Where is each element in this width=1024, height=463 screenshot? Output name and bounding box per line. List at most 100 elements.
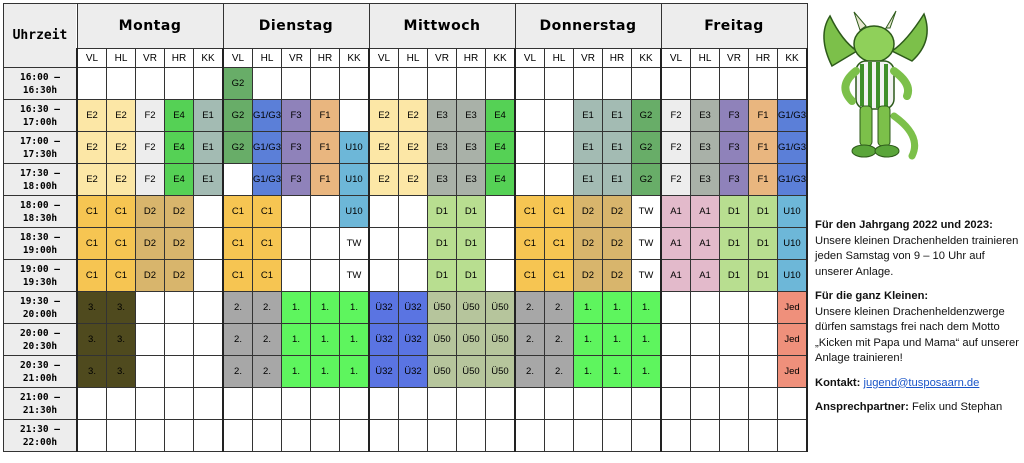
slot: F1 [310,99,340,132]
time-cell: 18:30 –19:00h [3,227,78,260]
time-label: 21:00h [22,372,58,384]
time-cell: 16:30 –17:00h [3,99,78,132]
empty-slot [573,67,603,100]
slot: E1 [602,163,632,196]
time-label: 17:00 – [19,135,61,147]
slot: F2 [135,163,165,196]
time-label: 18:30 – [19,231,61,243]
empty-slot [193,323,224,356]
empty-slot [310,419,340,452]
slot: C1 [106,227,136,260]
info-heading: Für den Jahrgang 2022 und 2023: [815,219,993,231]
empty-slot [164,291,194,324]
empty-slot [427,419,457,452]
column-header: KK [631,48,662,68]
empty-slot [193,355,224,388]
slot: 1. [602,291,632,324]
slot: F1 [310,163,340,196]
slot: E4 [485,99,516,132]
slot: G2 [631,99,662,132]
empty-slot [339,419,370,452]
slot: 3. [76,323,107,356]
slot: 3. [106,355,136,388]
slot: C1 [514,259,545,292]
time-label: 18:00h [22,180,58,192]
empty-slot [368,387,399,420]
slot: 1. [310,291,340,324]
slot: C1 [222,259,253,292]
slot: D1 [427,227,457,260]
contact-email[interactable]: jugend@tusposaarn.de [863,376,980,389]
time-label: 18:30h [22,212,58,224]
column-header: VL [76,48,107,68]
slot: E4 [164,131,194,164]
slot: 2. [514,291,545,324]
slot: G1/G3 [777,163,808,196]
empty-slot [660,323,691,356]
empty-slot [398,227,428,260]
empty-slot [281,195,311,228]
slot: A1 [690,227,720,260]
empty-slot [76,67,107,100]
persons-label: Ansprechpartner: [815,401,909,413]
empty-slot [106,67,136,100]
slot: D2 [164,195,194,228]
slot: D1 [748,259,778,292]
slot: U10 [777,259,808,292]
empty-slot [281,227,311,260]
slot: F3 [719,131,749,164]
slot: U10 [777,227,808,260]
empty-slot [310,67,340,100]
slot: C1 [106,259,136,292]
empty-slot [485,387,516,420]
slot: C1 [106,195,136,228]
empty-slot [485,259,516,292]
slot: D2 [602,195,632,228]
slot: F1 [748,99,778,132]
slot: F2 [135,131,165,164]
slot: C1 [252,227,282,260]
slot: E2 [106,131,136,164]
time-cell: 16:00 –16:30h [3,67,78,100]
slot: 2. [252,355,282,388]
slot: Ü32 [368,355,399,388]
time-row: 20:00 –20:30h 3. 3. 2. 2. 1. 1. 1. Ü32 Ü32 Ü50 Ü50 Ü… [3,323,808,356]
empty-slot [398,387,428,420]
empty-slot [485,419,516,452]
slot: Jed [777,323,808,356]
empty-slot [398,195,428,228]
column-header: VL [222,48,253,68]
slot: 2. [544,323,574,356]
empty-slot [368,67,399,100]
slot: 3. [106,291,136,324]
time-cell: 18:00 –18:30h [3,195,78,228]
time-label: 20:30h [22,340,58,352]
time-cell: 19:00 –19:30h [3,259,78,292]
slot: 1. [573,355,603,388]
column-header: VL [368,48,399,68]
empty-slot [252,387,282,420]
day-header: Mittwoch [368,3,516,49]
empty-slot [719,419,749,452]
column-header: HR [164,48,194,68]
slot: 1. [573,291,603,324]
day-header: Donnerstag [514,3,662,49]
empty-slot [514,419,545,452]
time-label: 20:00h [22,308,58,320]
slot: E1 [602,131,632,164]
empty-slot [690,387,720,420]
empty-slot [573,387,603,420]
time-label: 20:30 – [19,359,61,371]
slot: F3 [719,163,749,196]
empty-slot [193,195,224,228]
time-cell: 20:00 –20:30h [3,323,78,356]
slot: D1 [456,195,486,228]
slot: 1. [631,323,662,356]
slot: D1 [719,259,749,292]
slot: U10 [339,163,370,196]
slot: E4 [164,163,194,196]
time-row: 16:00 –16:30h G2 [3,67,808,100]
empty-slot [193,67,224,100]
time-label: 19:00 – [19,263,61,275]
slot: E3 [427,131,457,164]
